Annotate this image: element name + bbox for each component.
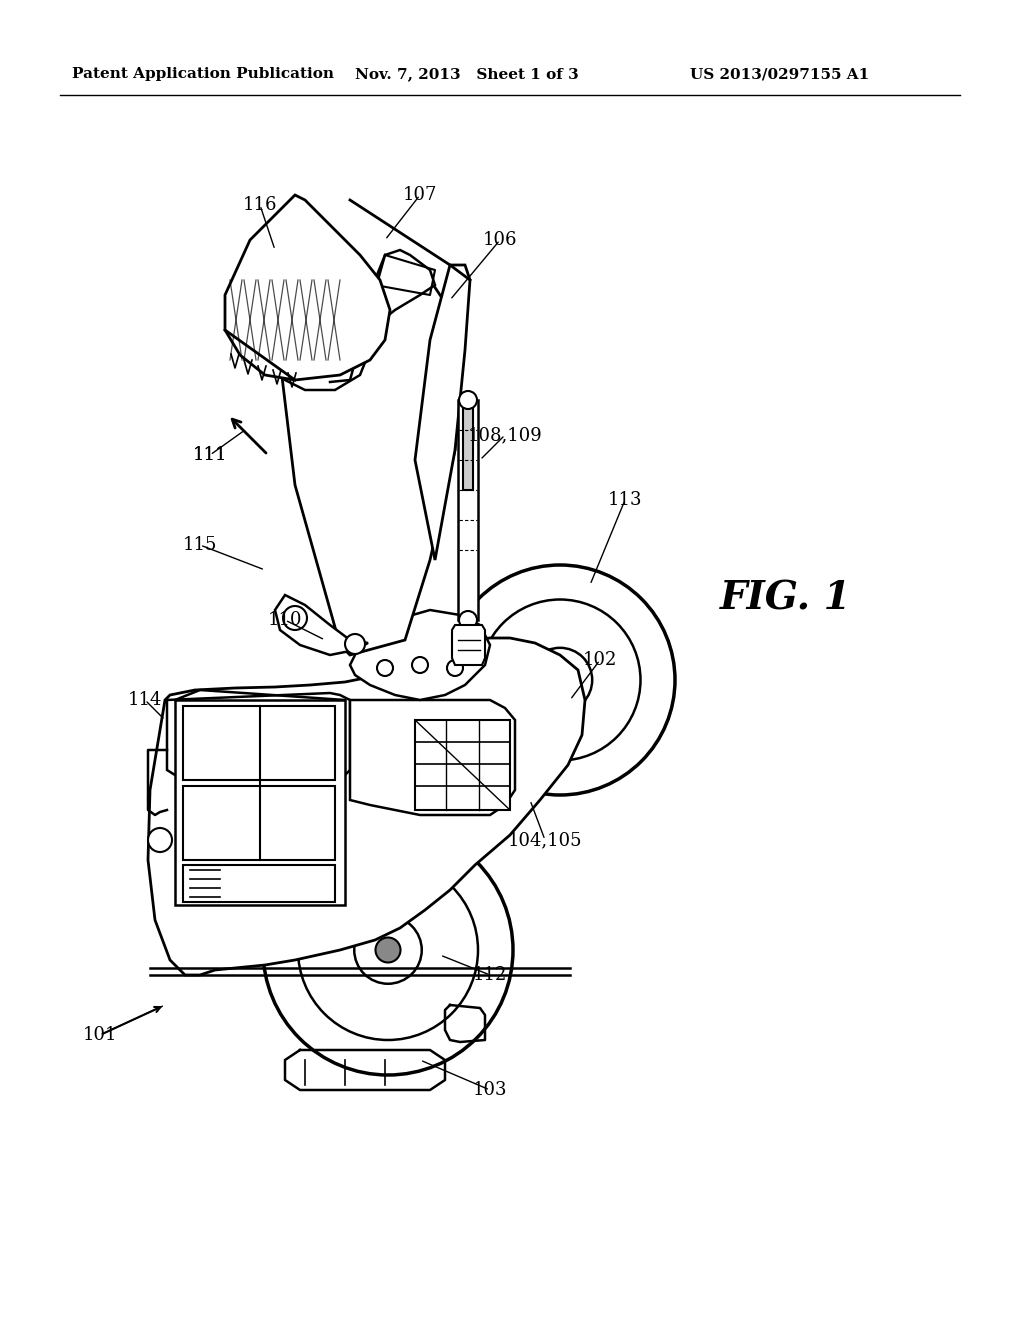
Text: 113: 113 (608, 491, 642, 510)
Polygon shape (167, 693, 350, 780)
Polygon shape (452, 624, 485, 665)
Text: 107: 107 (402, 186, 437, 205)
Circle shape (288, 352, 308, 372)
Text: Nov. 7, 2013   Sheet 1 of 3: Nov. 7, 2013 Sheet 1 of 3 (355, 67, 579, 81)
Polygon shape (183, 865, 335, 902)
Polygon shape (350, 700, 515, 814)
Text: 102: 102 (583, 651, 617, 669)
Circle shape (479, 599, 640, 760)
Polygon shape (183, 785, 335, 861)
Polygon shape (175, 700, 345, 906)
Circle shape (447, 660, 463, 676)
Text: Patent Application Publication: Patent Application Publication (72, 67, 334, 81)
Text: 103: 103 (473, 1081, 507, 1100)
Text: 108,109: 108,109 (468, 426, 543, 444)
Polygon shape (463, 400, 473, 490)
Circle shape (459, 391, 477, 409)
Text: 114: 114 (128, 690, 162, 709)
Polygon shape (280, 271, 460, 655)
Polygon shape (415, 265, 470, 560)
Circle shape (527, 648, 592, 713)
Polygon shape (458, 400, 478, 620)
Circle shape (263, 825, 513, 1074)
Polygon shape (350, 610, 490, 700)
Text: FIG. 1: FIG. 1 (720, 579, 852, 618)
Text: 110: 110 (267, 611, 302, 630)
Polygon shape (148, 638, 585, 975)
Circle shape (354, 916, 422, 983)
Polygon shape (415, 719, 510, 810)
Circle shape (345, 634, 365, 653)
Circle shape (298, 861, 478, 1040)
Circle shape (377, 660, 393, 676)
Circle shape (148, 828, 172, 851)
Polygon shape (345, 249, 435, 350)
Text: 111: 111 (193, 446, 227, 465)
Circle shape (283, 606, 307, 630)
Polygon shape (275, 595, 368, 655)
Circle shape (376, 937, 400, 962)
Text: 104,105: 104,105 (508, 832, 583, 849)
Circle shape (319, 338, 340, 358)
Text: 106: 106 (482, 231, 517, 249)
Circle shape (549, 668, 571, 692)
Polygon shape (225, 195, 390, 380)
Circle shape (412, 657, 428, 673)
Text: 115: 115 (183, 536, 217, 554)
Polygon shape (183, 706, 335, 780)
Polygon shape (280, 319, 370, 389)
Text: 112: 112 (473, 966, 507, 983)
Text: US 2013/0297155 A1: US 2013/0297155 A1 (690, 67, 869, 81)
Circle shape (342, 348, 362, 368)
Text: 101: 101 (83, 1026, 118, 1044)
Text: 111: 111 (193, 446, 227, 465)
Circle shape (459, 611, 477, 630)
Circle shape (445, 565, 675, 795)
Text: 116: 116 (243, 195, 278, 214)
